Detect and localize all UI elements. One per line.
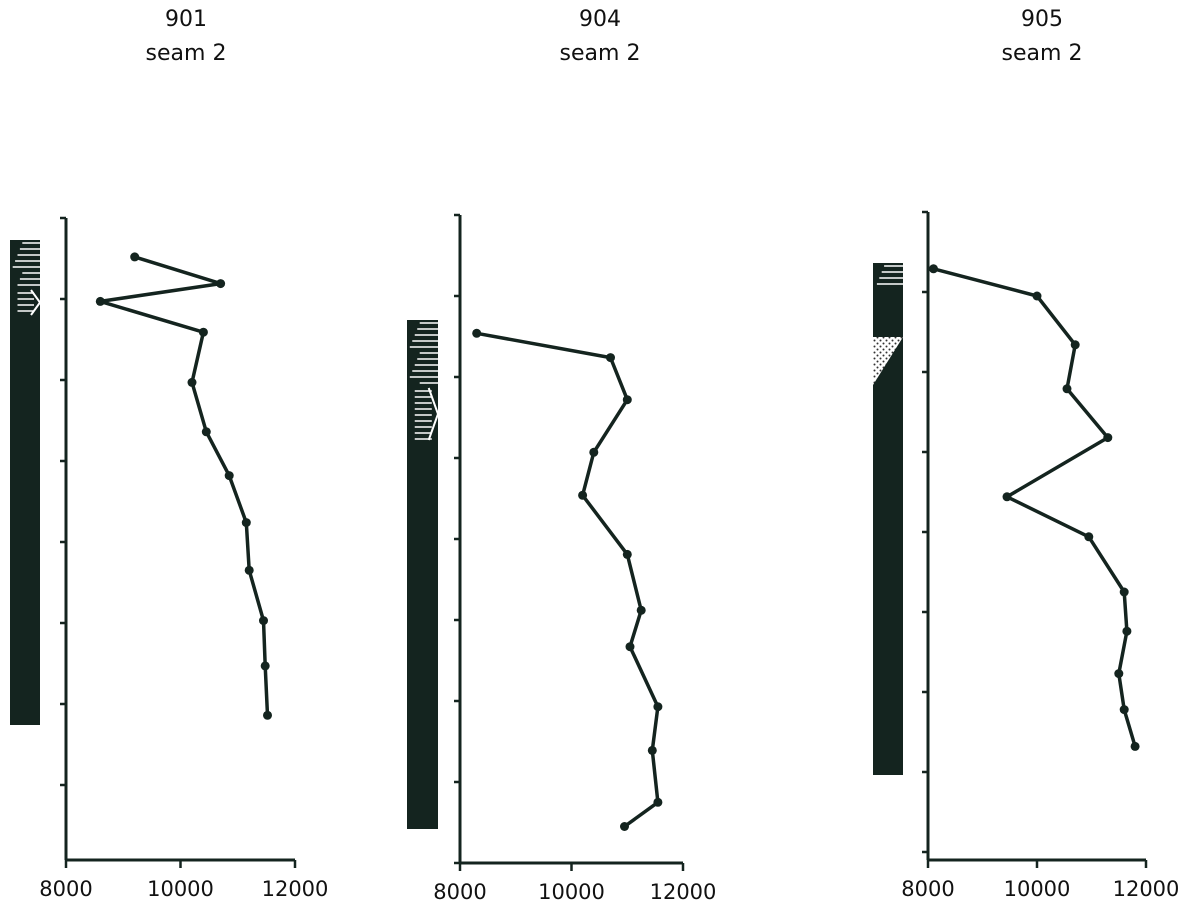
- x-tick-label: 10000: [1004, 877, 1071, 901]
- data-point: [263, 710, 272, 720]
- data-point: [472, 328, 482, 338]
- data-point: [1032, 291, 1042, 301]
- data-point: [620, 822, 629, 831]
- panel-subtitle: seam 2: [146, 41, 227, 66]
- data-point: [653, 797, 663, 807]
- data-point: [1119, 705, 1129, 715]
- panel-subtitle: seam 2: [560, 41, 641, 66]
- panel-title: 901: [165, 7, 207, 32]
- data-point: [224, 471, 234, 481]
- lithology-parting: [427, 387, 440, 441]
- x-tick-label: 12000: [1113, 877, 1180, 901]
- data-line: [476, 331, 660, 828]
- lithology-band-dotted: [873, 337, 903, 385]
- data-point: [1103, 433, 1113, 443]
- x-tick-label: 8000: [901, 877, 954, 901]
- data-point: [241, 518, 251, 528]
- data-point: [1070, 340, 1080, 350]
- data-point: [1002, 492, 1012, 502]
- data-point: [259, 616, 268, 626]
- lithology-band-top: [10, 240, 40, 290]
- data-point: [244, 565, 254, 575]
- x-tick-label: 10000: [147, 877, 214, 901]
- data-point: [589, 447, 599, 457]
- x-tick-label: 8000: [39, 877, 92, 901]
- data-point: [1119, 587, 1129, 597]
- data-point: [625, 642, 635, 652]
- data-point: [1130, 741, 1140, 751]
- data-point: [260, 661, 270, 671]
- data-point: [198, 327, 208, 337]
- lithology-band-mixed: [407, 388, 438, 440]
- lithology-band-top: [873, 263, 903, 285]
- data-point: [578, 490, 588, 500]
- data-line: [933, 267, 1137, 747]
- panel-904: 904 seam 2 8000 10000 12000: [407, 7, 716, 904]
- panel-905: 905 seam 2 8000 10000 12000: [873, 7, 1179, 901]
- data-point: [187, 377, 197, 387]
- data-point: [216, 279, 226, 289]
- data-point: [201, 427, 211, 437]
- x-tick-label: 12000: [262, 877, 329, 901]
- panel-title: 905: [1021, 7, 1063, 32]
- data-point: [606, 353, 615, 363]
- data-point: [929, 264, 938, 274]
- data-point: [1122, 626, 1132, 636]
- panel-title: 904: [579, 7, 621, 32]
- data-point: [653, 702, 663, 712]
- data-point: [95, 296, 105, 306]
- panel-901: 901 seam 2 8000 10000 12000: [10, 7, 328, 901]
- x-tick-label: 10000: [538, 880, 605, 904]
- data-line: [98, 255, 270, 716]
- x-tick-label: 8000: [433, 880, 486, 904]
- data-point: [636, 605, 646, 615]
- data-point: [1062, 384, 1072, 394]
- data-point: [622, 395, 632, 405]
- data-point: [130, 252, 140, 262]
- data-point: [1114, 669, 1124, 679]
- data-point: [1084, 532, 1094, 542]
- panel-subtitle: seam 2: [1002, 41, 1083, 66]
- data-point: [647, 745, 657, 755]
- data-point: [622, 549, 632, 559]
- lithology-parting: [30, 289, 42, 316]
- x-tick-label: 12000: [650, 880, 717, 904]
- lithology-column: [10, 240, 40, 725]
